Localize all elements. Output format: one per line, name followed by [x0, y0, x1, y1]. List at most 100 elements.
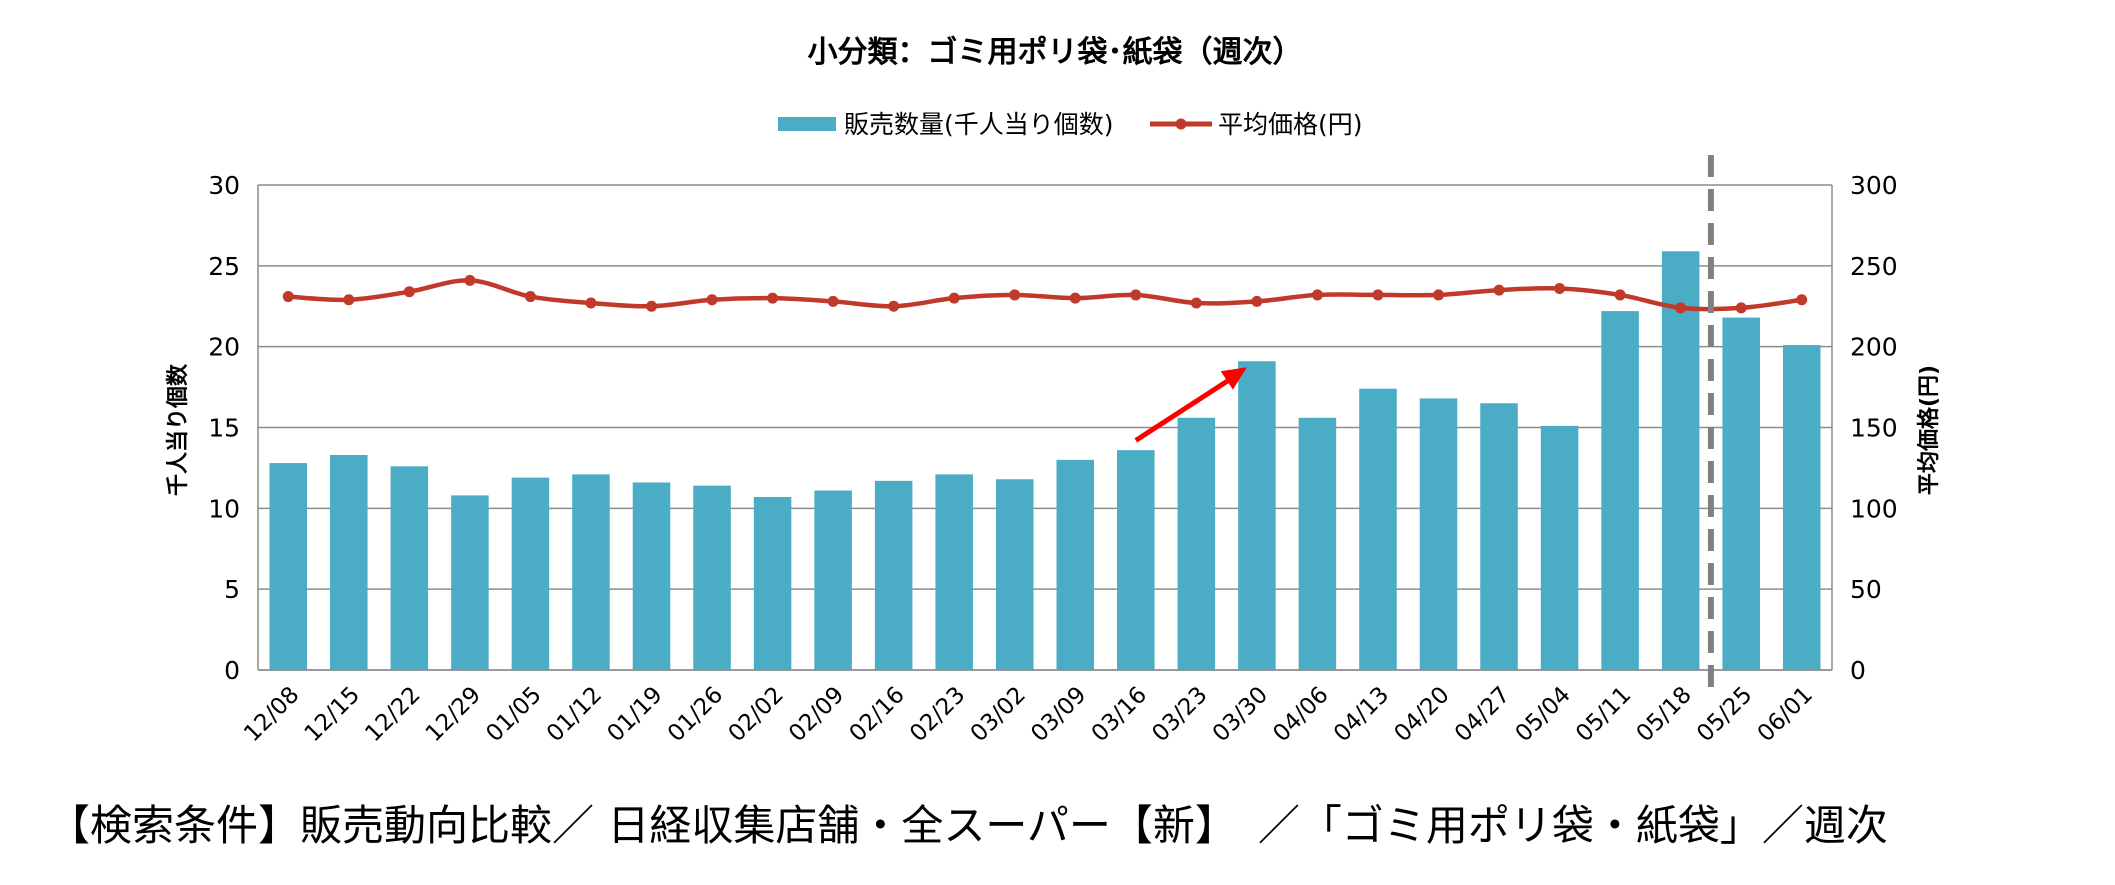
bar: [1056, 459, 1095, 670]
price-point: [1614, 289, 1626, 301]
bar: [753, 497, 792, 670]
bar: [269, 463, 308, 670]
y2-tick-label: 0: [1850, 656, 1866, 685]
bar: [693, 485, 731, 670]
x-tick-label: 02/09: [784, 682, 849, 747]
x-tick-label: 01/05: [481, 682, 546, 747]
bar: [1661, 251, 1700, 671]
bar: [1601, 311, 1639, 670]
x-tick-label: 01/19: [602, 682, 667, 747]
legend-label-bar: 販売数量(千人当り個数): [844, 110, 1114, 139]
x-tick-label: 12/08: [239, 682, 304, 747]
annotations: [1134, 155, 1714, 695]
y2-tick-label: 200: [1850, 333, 1898, 362]
price-point: [1735, 302, 1747, 314]
x-tick-label: 03/23: [1147, 682, 1212, 747]
y-tick-label: 30: [208, 171, 240, 200]
bar: [1540, 425, 1579, 670]
trend-arrow-shaft: [1134, 374, 1237, 443]
search-conditions-text: 【検索条件】販売動向比較／ 日経収集店舗・全スーパー【新】 ／「ゴミ用ポリ袋・紙…: [48, 801, 1888, 850]
price-point: [948, 292, 960, 304]
price-point: [1069, 292, 1081, 304]
x-tick-label: 04/13: [1329, 682, 1394, 747]
bar: [632, 482, 671, 670]
x-tick-label: 04/27: [1450, 682, 1515, 747]
x-tick-label: 12/22: [360, 682, 425, 747]
price-point: [767, 292, 779, 304]
x-tick-label: 01/12: [542, 682, 607, 747]
price-point: [1190, 297, 1202, 309]
bar: [330, 454, 368, 670]
price-point: [827, 295, 839, 307]
bar: [1298, 417, 1337, 670]
x-tick-label: 05/18: [1632, 682, 1697, 747]
price-point: [1251, 295, 1263, 307]
y2-tick-label: 50: [1850, 575, 1882, 604]
price-point: [1796, 294, 1808, 306]
y-axis-label: 千人当り個数: [165, 363, 191, 496]
legend: 販売数量(千人当り個数) 平均価格(円): [778, 110, 1363, 139]
x-tick-label: 04/06: [1268, 682, 1333, 747]
bar: [1722, 317, 1760, 670]
bar: [1117, 450, 1155, 670]
price-point: [585, 297, 597, 309]
x-tick-label: 03/30: [1208, 682, 1273, 747]
bar: [451, 495, 489, 670]
price-point: [706, 294, 718, 306]
bar: [511, 477, 550, 670]
y2-axis-label: 平均価格(円): [1916, 365, 1942, 495]
x-tick-label: 05/25: [1692, 682, 1757, 747]
bar: [1238, 361, 1276, 670]
x-tick-label: 06/01: [1753, 682, 1818, 747]
price-point: [1675, 302, 1687, 314]
price-point: [1493, 284, 1505, 296]
bar: [1782, 345, 1821, 670]
legend-swatch-marker: [1175, 118, 1187, 130]
price-point: [1433, 289, 1444, 301]
y2-tick-label: 300: [1850, 171, 1898, 200]
bar: [814, 490, 852, 670]
bar: [1480, 403, 1518, 670]
x-tick-label: 05/11: [1571, 682, 1636, 747]
x-tick-label: 12/15: [300, 682, 365, 747]
y2-tick-label: 150: [1850, 414, 1898, 443]
x-tick-label: 03/16: [1087, 682, 1152, 747]
x-tick-label: 01/26: [663, 682, 728, 747]
bar: [874, 480, 913, 670]
price-point: [888, 300, 900, 312]
x-tick-label: 02/23: [905, 682, 970, 747]
bar: [1359, 388, 1397, 670]
x-tick-label: 03/02: [966, 682, 1031, 747]
x-tick-label: 02/16: [845, 682, 910, 747]
price-point: [282, 291, 294, 303]
y-tick-label: 5: [224, 575, 240, 604]
legend-label-line: 平均価格(円): [1218, 110, 1363, 139]
y-tick-label: 0: [224, 656, 240, 685]
bar: [572, 474, 610, 670]
y2-tick-label: 250: [1850, 252, 1898, 281]
price-point: [1130, 289, 1142, 301]
x-tick-label: 04/20: [1389, 682, 1454, 747]
grid: [258, 184, 1832, 671]
bar: [390, 466, 429, 670]
line-series: [282, 274, 1808, 314]
x-tick-label: 03/09: [1026, 682, 1091, 747]
bar: [935, 474, 973, 670]
trend-arrow-head: [1220, 367, 1247, 390]
y-tick-label: 15: [208, 414, 240, 443]
y-tick-label: 10: [208, 494, 240, 523]
bar: [1419, 398, 1458, 670]
legend-swatch-bar: [778, 117, 836, 131]
y-tick-label: 25: [208, 252, 240, 281]
y2-tick-label: 100: [1850, 494, 1898, 523]
x-tick-label: 05/04: [1511, 682, 1576, 747]
x-tick-label: 02/02: [724, 682, 789, 747]
x-tick-label: 12/29: [421, 682, 486, 747]
bar-series: [269, 251, 1821, 671]
bar: [995, 479, 1034, 670]
bar: [1177, 417, 1216, 670]
price-line: [288, 278, 1803, 312]
price-point: [524, 291, 536, 303]
